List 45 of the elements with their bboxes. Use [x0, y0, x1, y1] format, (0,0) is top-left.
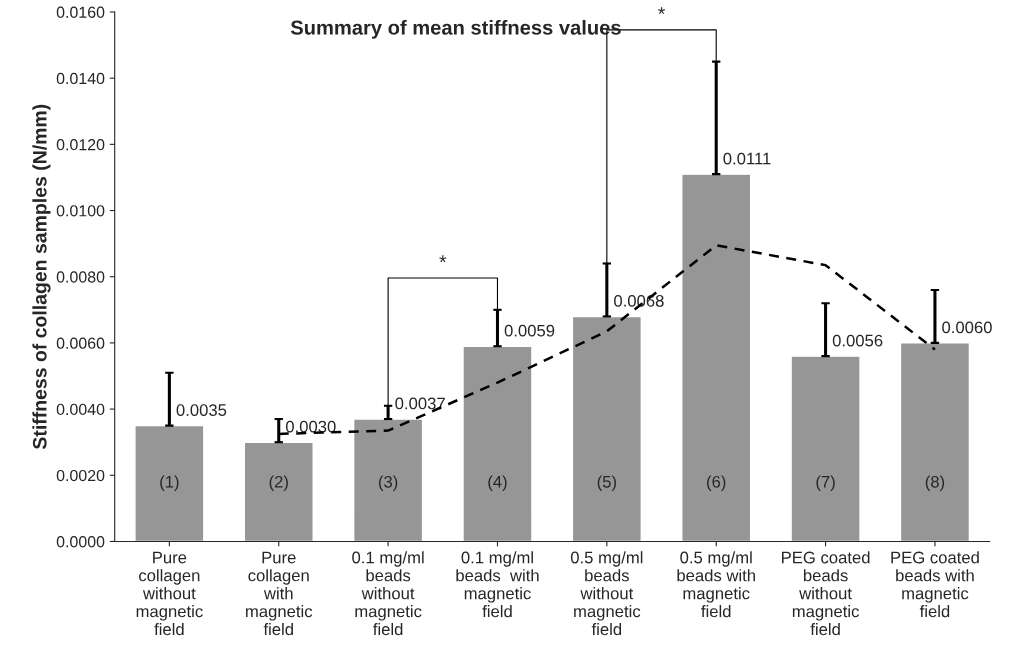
bar: [134, 424, 205, 542]
x-tick-label: PEG coated beads without magnetic field: [782, 551, 870, 636]
annotation: (6): [707, 475, 726, 491]
x-tick-label: 0.1 mg/ml beads with magnetic field: [456, 551, 539, 618]
annotation: (2): [269, 475, 288, 491]
bar: [352, 418, 424, 542]
y-tick-label: 0.0100: [56, 205, 105, 217]
y-tick-label: 0.0060: [56, 337, 105, 349]
x-tick-label: Pure collagen without magnetic field: [136, 551, 203, 636]
bar: [571, 315, 642, 542]
y-axis-title: Stiffness of collagen samples (N/mm): [32, 104, 51, 450]
y-tick-label: 0.0120: [56, 138, 105, 151]
y-tick-label: 0.0140: [56, 72, 105, 85]
x-tick-label: Pure collagen with magnetic field: [246, 551, 313, 636]
bar: [790, 355, 861, 542]
annotation: *: [658, 7, 666, 14]
y-tick-label: 0.0160: [56, 6, 105, 18]
bar: [681, 173, 752, 542]
x-tick-label: PEG coated beads with magnetic field: [891, 551, 979, 618]
annotation: (8): [925, 475, 945, 491]
data-label: 0.0056: [832, 334, 883, 347]
data-label: 0.0060: [942, 321, 992, 334]
x-tick-label: 0.5 mg/ml beads with magnetic field: [677, 551, 755, 618]
data-label: 0.0111: [723, 152, 771, 165]
y-tick-label: 0.0000: [56, 536, 105, 548]
x-tick-label: 0.1 mg/ml beads without magnetic field: [352, 551, 424, 636]
data-label: 0.0035: [176, 404, 227, 416]
chart-title: Summary of mean stiffness values: [290, 19, 621, 39]
annotation: (7): [816, 475, 835, 491]
y-tick-label: 0.0080: [56, 271, 105, 283]
data-label: 0.0068: [614, 294, 664, 307]
data-label: 0.0059: [504, 324, 555, 337]
bar: [243, 441, 314, 542]
annotation: (1): [160, 475, 179, 491]
annotation: (5): [597, 475, 616, 491]
y-tick-label: 0.0040: [56, 403, 105, 416]
data-label: 0.0030: [285, 420, 336, 433]
y-tick-label: 0.0020: [56, 469, 105, 482]
annotation: (4): [488, 475, 507, 491]
annotation: *: [439, 255, 447, 263]
bar: [899, 342, 971, 542]
x-tick-label: 0.5 mg/ml beads without magnetic field: [570, 551, 643, 636]
data-label: 0.0037: [395, 397, 445, 410]
bar: [462, 345, 533, 542]
annotation: (3): [378, 475, 398, 491]
